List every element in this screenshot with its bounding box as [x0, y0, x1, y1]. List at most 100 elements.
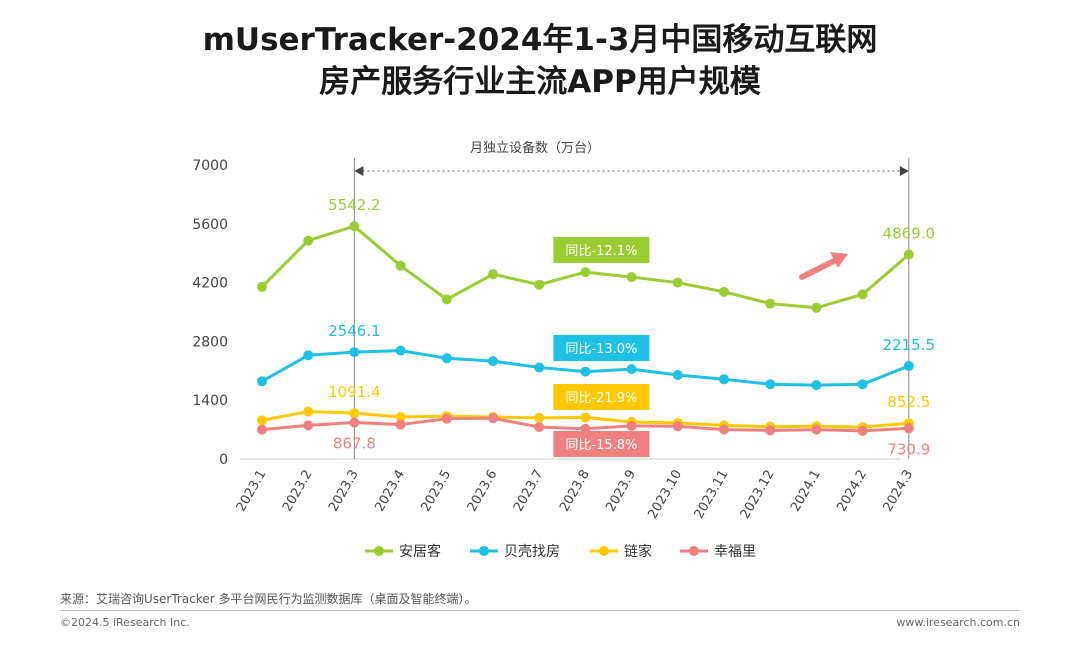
chart-title-line-1: mUserTracker-2024年1-3月中国移动互联网	[202, 22, 878, 58]
series-point-2	[857, 379, 868, 390]
series-point-1	[857, 289, 868, 300]
series-point-2	[395, 345, 406, 356]
website-link[interactable]: www.iresearch.com.cn	[896, 616, 1020, 629]
series-point-1	[672, 277, 683, 288]
series-point-4	[257, 424, 267, 435]
series-point-2	[580, 366, 591, 377]
series-point-1	[257, 281, 267, 292]
x-tick-label: 2024.3	[881, 468, 917, 515]
yoy-badge-1	[553, 237, 650, 263]
series-point-1	[534, 279, 545, 290]
x-tick-label: 2023.11	[692, 468, 732, 522]
legend-marker-3	[599, 546, 609, 556]
chart-title-line-2: 房产服务行业主流APP用户规模	[319, 64, 761, 100]
data-label: 4869.0	[883, 225, 936, 243]
x-tick-label: 2024.2	[834, 468, 870, 515]
axis-title: 月独立设备数（万台）	[470, 140, 600, 156]
series-point-1	[903, 249, 914, 260]
series-point-4	[857, 425, 868, 436]
period-arrow-left-head	[354, 166, 364, 176]
x-tick-label: 2023.1	[234, 468, 270, 515]
series-point-4	[488, 413, 498, 424]
series-point-2	[349, 347, 360, 358]
series-point-1	[303, 235, 314, 246]
yoy-badge-3	[553, 384, 650, 410]
yoy-badge-text: 同比-12.1%	[565, 244, 637, 259]
series-point-4	[303, 420, 314, 431]
data-label: 2546.1	[328, 322, 381, 340]
x-tick-label: 2023.9	[603, 468, 639, 515]
data-label: 730.9	[887, 440, 930, 458]
series-point-1	[441, 294, 452, 305]
yoy-badge-text: 同比-21.9%	[565, 391, 637, 406]
series-point-4	[719, 424, 729, 435]
legend-marker-1	[374, 546, 384, 556]
series-point-2	[257, 376, 267, 387]
series-point-4	[441, 413, 452, 424]
legend-marker-2	[479, 546, 489, 556]
line-chart: 月独立设备数（万台） 0 1400 2800 4200 5600 7000 2023.1 202…	[192, 140, 936, 560]
legend-label: 幸福里	[714, 544, 756, 560]
data-label: 867.8	[333, 435, 376, 453]
y-tick-label: 2800	[192, 334, 228, 350]
x-tick-label: 2023.10	[645, 468, 685, 522]
x-tick-label: 2023.4	[372, 468, 408, 515]
x-tick-label: 2023.5	[419, 468, 455, 515]
series-point-2	[719, 374, 729, 385]
yoy-badge-text: 同比-15.8%	[565, 438, 637, 453]
series-point-3	[395, 412, 406, 422]
yoy-badge-4	[553, 431, 650, 457]
series-point-3	[534, 412, 545, 423]
series-point-4	[765, 425, 776, 436]
yoy-badge-2	[553, 335, 650, 361]
y-tick-label: 0	[219, 452, 228, 468]
x-tick-label: 2024.1	[788, 468, 824, 515]
series-point-1	[488, 269, 498, 280]
series-point-1	[811, 302, 822, 313]
x-tick-label: 2023.2	[280, 468, 316, 515]
source-note: 来源：艾瑞咨询UserTracker 多平台网民行为监测数据库（桌面及智能终端）…	[60, 592, 477, 606]
data-label: 1091.4	[328, 383, 381, 401]
series-point-4	[534, 422, 545, 433]
series-point-3	[349, 408, 360, 419]
series-point-2	[534, 362, 545, 373]
series-point-4	[395, 419, 406, 430]
trend-arrow-shaft	[799, 257, 839, 280]
series-point-2	[903, 360, 914, 371]
series-point-4	[672, 421, 683, 432]
y-tick-label: 4200	[192, 276, 228, 292]
series-point-4	[626, 420, 637, 431]
x-tick-label: 2023.7	[511, 468, 547, 515]
legend-marker-4	[689, 546, 699, 556]
legend-label: 安居客	[399, 543, 441, 560]
series-point-3	[580, 412, 591, 423]
x-tick-label: 2023.8	[557, 468, 593, 515]
series-point-2	[765, 379, 776, 390]
series-point-1	[395, 260, 406, 271]
x-tick-label: 2023.6	[465, 468, 501, 515]
series-point-1	[349, 221, 360, 232]
data-label: 5542.2	[328, 196, 381, 214]
y-tick-label: 7000	[192, 158, 228, 174]
footer-divider	[60, 610, 1020, 611]
y-tick-label: 1400	[192, 393, 228, 409]
copyright: ©2024.5 iResearch Inc.	[60, 616, 190, 629]
series-point-2	[626, 364, 637, 375]
series-point-3	[257, 415, 267, 426]
series-point-3	[303, 406, 314, 417]
series-point-1	[765, 298, 776, 309]
data-label: 852.5	[887, 393, 930, 411]
series-point-2	[488, 356, 498, 367]
x-tick-label: 2023.12	[738, 468, 778, 522]
legend-label: 链家	[624, 543, 652, 560]
series-point-2	[303, 350, 314, 361]
x-tick-label: 2023.3	[326, 468, 362, 515]
legend-label: 贝壳找房	[504, 543, 560, 560]
data-label: 2215.5	[883, 336, 936, 354]
period-arrow-right-head	[899, 166, 909, 176]
series-point-4	[903, 423, 914, 434]
series-point-1	[580, 267, 591, 278]
series-point-1	[626, 272, 637, 283]
series-point-4	[349, 417, 360, 428]
series-point-1	[719, 286, 729, 297]
